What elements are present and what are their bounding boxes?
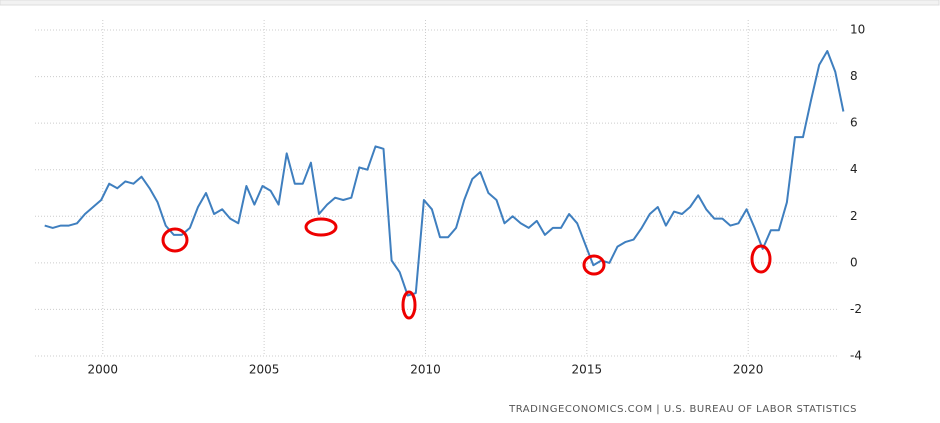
y-tick-label: -2: [850, 302, 862, 316]
top-bar: [0, 0, 940, 6]
y-tick-label: 6: [850, 116, 858, 130]
source: TRADINGECONOMICS.COM | U.S. BUREAU OF LA…: [508, 404, 857, 415]
x-tick-label: 2000: [87, 363, 118, 377]
data-line: [44, 50, 845, 297]
y-tick-label: 10: [850, 23, 865, 37]
circle-mark: [161, 227, 189, 253]
x-tick-label: 2005: [249, 363, 280, 377]
y-tick-label: 4: [850, 162, 858, 176]
x-tick-label: 2015: [572, 363, 603, 377]
y-tick-label: -4: [850, 349, 862, 363]
x-tick-label: 2010: [410, 363, 441, 377]
annotations: [161, 217, 772, 320]
x-tick-label: 2020: [733, 363, 764, 377]
y-tick-label: 8: [850, 69, 858, 83]
circle-mark: [304, 217, 338, 237]
circle-mark: [582, 254, 606, 276]
circle-mark: [750, 244, 772, 274]
y-tick-label: 0: [850, 255, 858, 269]
circle-mark: [401, 290, 417, 320]
y-tick-label: 2: [850, 209, 858, 223]
